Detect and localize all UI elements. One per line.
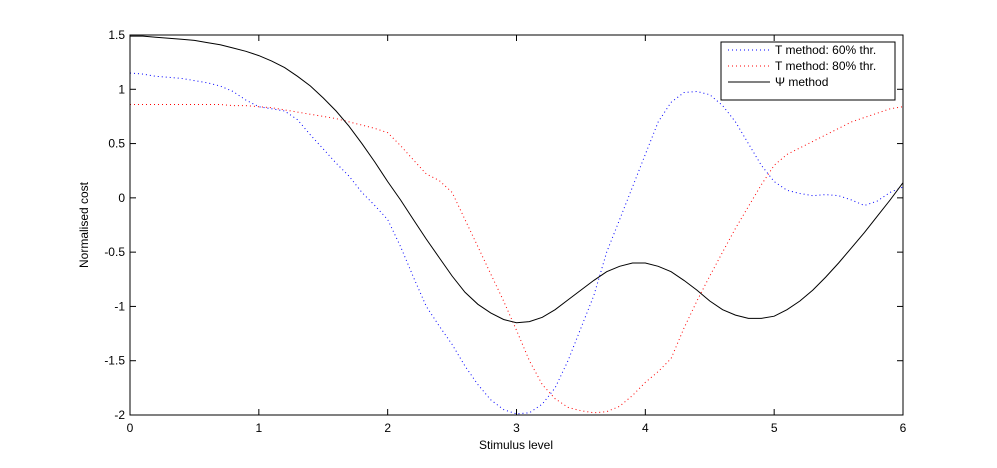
x-tick-label: 5 [771, 421, 778, 435]
x-tick-label: 6 [900, 421, 907, 435]
y-tick-label: -1.5 [104, 354, 125, 368]
y-tick-label: -0.5 [104, 245, 125, 259]
x-axis-label: Stimulus level [479, 438, 553, 452]
series-layer [129, 35, 904, 415]
legend-label-3: Ψ method [775, 75, 828, 89]
y-axis: -2 -1.5 -1 -0.5 0 0.5 1 1.5 [104, 28, 903, 422]
y-tick-label: -2 [114, 408, 125, 422]
x-tick-label: 1 [255, 421, 262, 435]
y-tick-label: 1 [118, 82, 125, 96]
x-tick-label: 3 [513, 421, 520, 435]
x-tick-label: 4 [642, 421, 649, 435]
x-tick-label: 2 [384, 421, 391, 435]
y-tick-label: 0 [118, 191, 125, 205]
y-tick-label: 1.5 [108, 28, 125, 42]
legend: T method: 60% thr. T method: 80% thr. Ψ me… [720, 41, 896, 101]
legend-label-1: T method: 60% thr. [775, 43, 876, 57]
series-line-3 [130, 35, 904, 324]
x-tick-label: 0 [127, 421, 134, 435]
x-axis: 0 1 2 3 4 5 6 [127, 35, 907, 435]
legend-box [720, 41, 896, 101]
y-axis-label: Normalised cost [77, 181, 91, 268]
y-tick-label: -1 [114, 299, 125, 313]
series-line-2 [130, 104, 904, 414]
legend-label-2: T method: 80% thr. [775, 59, 876, 73]
y-tick-label: 0.5 [108, 137, 125, 151]
